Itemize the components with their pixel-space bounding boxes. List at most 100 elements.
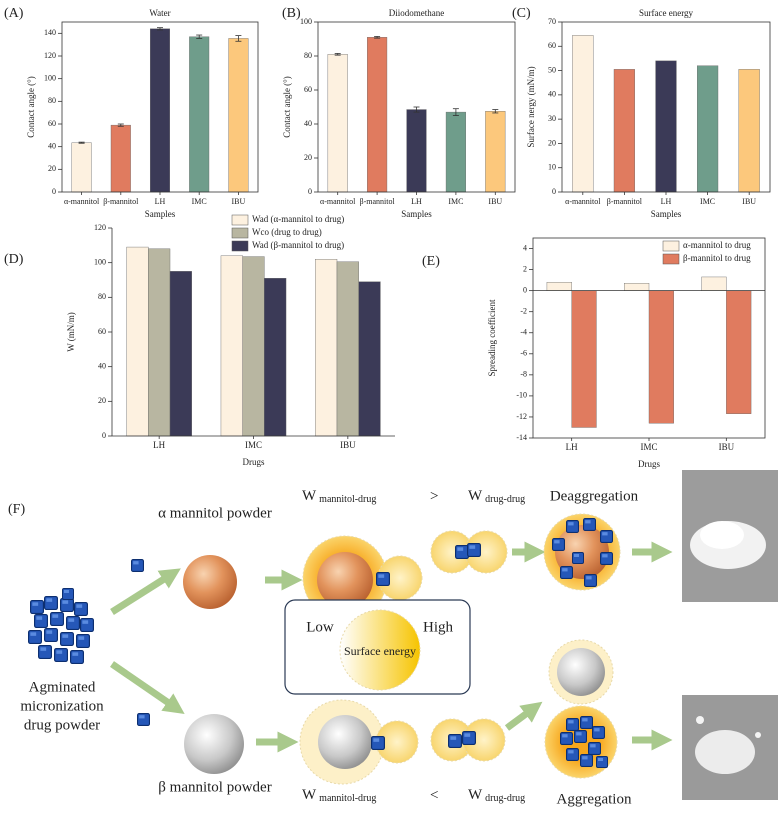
relation-op: > [430,488,438,504]
bar [148,248,171,437]
error-bar [235,35,242,42]
y-tick-label: 120 [44,51,56,60]
panel-label: (B) [282,6,301,21]
plot-frame [317,21,516,193]
y-tick-label: 0 [552,187,556,196]
bar [149,28,170,193]
plot-frame [532,237,766,439]
bar [126,246,149,437]
y-tick-label: 40 [304,119,312,128]
y-tick-label: 70 [548,17,556,26]
y-tick-label: 2 [523,264,527,273]
y-tick-label: -6 [520,349,527,358]
legend-center: Surface energy [344,644,416,658]
x-tick-label: IBU [340,440,356,450]
x-tick-label: β-mannitol [607,197,643,206]
bar [367,37,388,193]
x-tick-label: α-mannitol [565,197,601,206]
chart-title: Water [149,8,170,18]
y-tick-label: 40 [548,90,556,99]
bar [327,54,348,193]
bar [613,69,635,193]
x-tick-label: IBU [742,197,756,206]
bar [445,111,466,193]
bar [571,290,597,428]
y-tick-label: 80 [304,51,312,60]
y-axis-label: Contact angle (°) [26,76,36,138]
y-tick-label: 0 [308,187,312,196]
panel-label: (F) [8,502,25,517]
error-bar [196,34,203,39]
error-bar [492,109,499,114]
error-bar [157,27,163,31]
y-tick-label: 60 [98,327,106,336]
y-tick-label: 0 [102,431,106,440]
legend-label: Wad (α-mannitol to drug) [252,214,344,224]
x-tick-label: β-mannitol [103,197,139,206]
y-tick-label: -12 [516,412,527,421]
y-axis-label: Contact angle (°) [282,76,292,138]
drug-cluster [28,588,94,664]
legend-swatch [231,240,249,252]
error-bar [374,36,381,39]
y-tick-label: 20 [304,153,312,162]
x-tick-label: IBU [232,197,246,206]
bar [648,290,674,424]
x-axis-label: Samples [145,209,176,219]
bar [406,109,427,193]
bar [726,290,752,414]
y-tick-label: 100 [300,17,312,26]
bar [315,259,338,437]
bar [485,111,506,193]
y-tick-label: 60 [48,119,56,128]
plot-frame [561,21,771,193]
bar [189,36,210,193]
x-tick-label: IMC [640,442,657,452]
y-tick-label: -2 [520,307,527,316]
plot-frame [61,21,259,193]
y-tick-label: 0 [52,187,56,196]
y-tick-label: 50 [548,65,556,74]
diagram: (F) Agminated micronization drug powder … [8,470,778,807]
bar [546,282,572,291]
bar [655,60,677,193]
chart-title: Diiodomethane [389,8,445,18]
x-tick-label: α-mannitol [320,197,356,206]
y-tick-label: 80 [48,96,56,105]
y-axis-label: Surface nergy (mN/m) [526,66,536,147]
legend-high: High [423,619,454,635]
y-tick-label: 80 [98,292,106,301]
bar [169,271,192,437]
x-tick-label: IBU [488,197,502,206]
y-axis-label: W (mN/m) [66,312,76,352]
panel-label: (A) [4,6,24,21]
bar [220,255,243,437]
bar [701,276,727,291]
y-tick-label: -14 [516,433,527,442]
bar [697,65,719,193]
aggregation-label: Aggregation [557,791,632,807]
legend-swatch [231,214,249,226]
x-tick-label: IMC [245,440,262,450]
panel-label: (E) [422,254,440,269]
x-tick-label: LH [411,197,422,206]
error-bar [334,53,341,56]
y-tick-label: 40 [98,361,106,370]
error-bar [117,123,124,127]
panel-label: (C) [512,6,531,21]
x-tick-label: LH [566,442,578,452]
drug-label: drug powder [24,717,100,733]
y-tick-label: 100 [44,73,56,82]
y-tick-label: 20 [48,164,56,173]
deaggregation-label: Deaggregation [550,488,639,504]
legend-swatch [662,253,680,265]
bar [228,38,249,193]
legend-label: Wco (drug to drug) [252,227,322,237]
y-tick-label: -8 [520,370,527,379]
error-bar [452,108,459,116]
x-tick-label: LH [155,197,166,206]
y-tick-label: 120 [94,223,106,232]
